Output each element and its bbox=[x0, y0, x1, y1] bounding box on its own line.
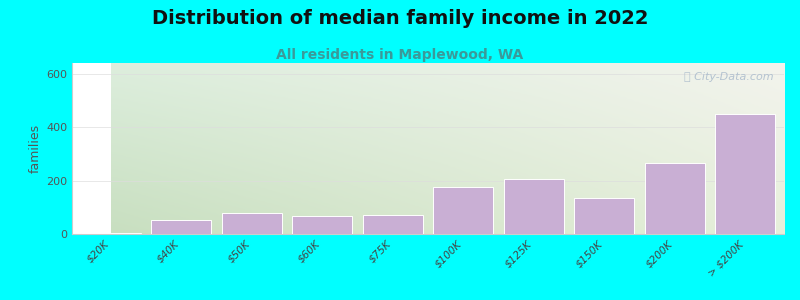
Bar bbox=[362, 215, 422, 234]
Bar bbox=[715, 114, 775, 234]
Y-axis label: families: families bbox=[29, 124, 42, 173]
Text: Distribution of median family income in 2022: Distribution of median family income in … bbox=[152, 9, 648, 28]
Bar bbox=[292, 216, 352, 234]
Bar bbox=[574, 198, 634, 234]
Text: All residents in Maplewood, WA: All residents in Maplewood, WA bbox=[276, 48, 524, 62]
Bar bbox=[645, 163, 705, 234]
Bar bbox=[504, 179, 564, 234]
Bar bbox=[81, 233, 141, 234]
Bar bbox=[434, 187, 494, 234]
Text: ⌕ City-Data.com: ⌕ City-Data.com bbox=[684, 72, 774, 82]
Bar bbox=[222, 213, 282, 234]
Bar bbox=[151, 220, 211, 234]
